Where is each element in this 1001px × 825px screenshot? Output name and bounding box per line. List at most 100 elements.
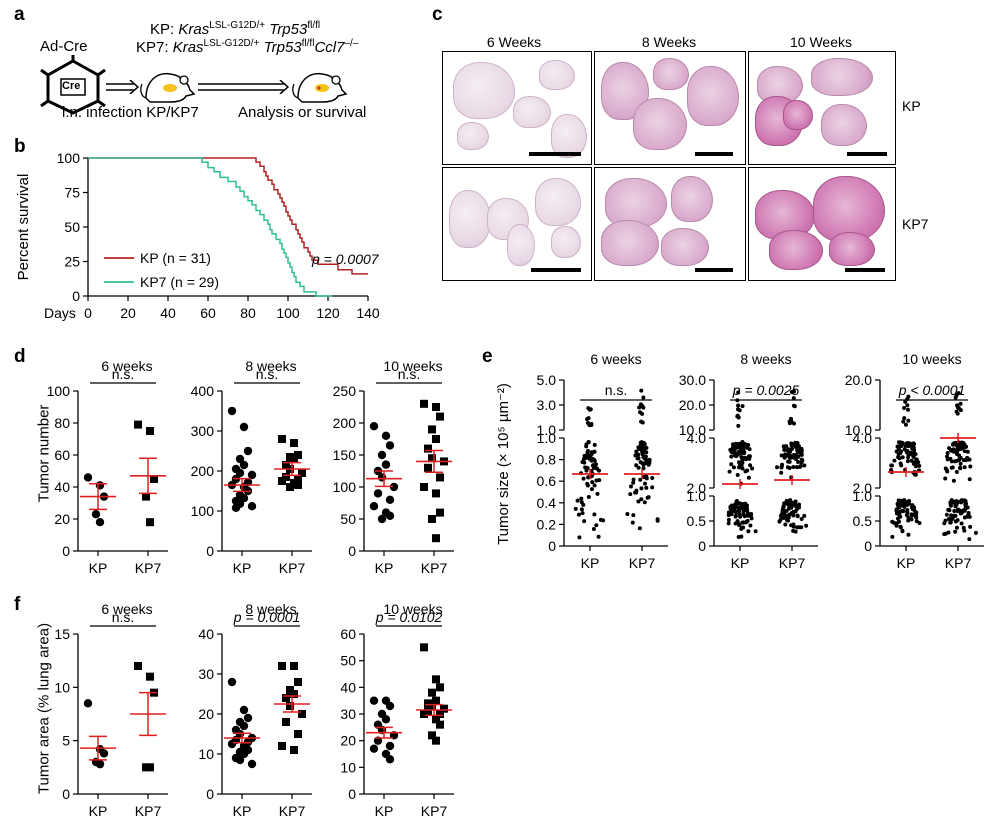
x-tick-label: 20 [120, 305, 136, 321]
kp7-point [278, 662, 286, 670]
size-point [737, 465, 742, 470]
kp-point [243, 446, 253, 456]
x-tick-label: 140 [356, 305, 380, 321]
ccl7-gene: Ccl7 [314, 39, 345, 56]
size-point [589, 452, 594, 457]
kp7-point [286, 483, 294, 491]
size-point [907, 498, 912, 503]
size-point [901, 419, 906, 424]
kp7-point [420, 483, 428, 491]
size-point [729, 454, 734, 459]
size-point [912, 451, 917, 456]
sig-label: n.s. [256, 366, 279, 382]
size-point [588, 407, 593, 412]
kp7-point [432, 715, 440, 724]
size-point [889, 467, 894, 472]
size-point [592, 442, 597, 447]
histology-kp-10wk [748, 51, 896, 165]
y-tick-label: 30 [340, 706, 356, 722]
size-point [906, 418, 911, 423]
size-point [799, 448, 804, 453]
size-point [912, 448, 917, 453]
size-point [966, 511, 971, 516]
size-point [740, 449, 745, 454]
kp7-point [290, 690, 298, 698]
kp7-point [134, 420, 142, 429]
size-point [962, 442, 967, 447]
size-point [736, 505, 741, 510]
size-point [781, 504, 786, 509]
size-point [953, 395, 958, 400]
x-tick-label: KP [375, 803, 394, 819]
y-tick-label: 200 [333, 415, 357, 431]
size-point [644, 457, 649, 462]
x-tick-label: KP7 [629, 555, 656, 571]
x-tick-label: KP7 [421, 803, 448, 819]
tumor-size-6wk: 6 weeks n.s. 5.0 3.0 1.01.0 0.8 0.6 0.4 0.2 0 KP KP… [537, 351, 668, 571]
x-tick-label: KP [731, 555, 750, 571]
y-tick-label: 0 [62, 543, 70, 559]
size-point [788, 498, 793, 503]
kp-point [239, 422, 249, 432]
size-point [963, 505, 968, 510]
size-point [592, 458, 597, 463]
size-point [729, 462, 734, 467]
x-tick-label: KP [89, 560, 108, 576]
kp7-point [432, 489, 440, 498]
size-point [944, 512, 949, 517]
size-point [737, 408, 742, 413]
size-point [896, 498, 901, 503]
kp-point [369, 696, 379, 705]
kp7-point [278, 742, 286, 750]
size-point [579, 507, 584, 512]
size-point [585, 417, 590, 422]
size-point [795, 444, 800, 449]
kp-point [239, 460, 249, 470]
kp-prefix: KP: [150, 21, 179, 38]
y-tick-label: 400 [191, 383, 215, 399]
y-tick-label: 10.0 [845, 422, 872, 438]
size-point [787, 421, 792, 426]
size-point [904, 443, 909, 448]
size-point [787, 506, 792, 511]
panel-label-b: b [14, 136, 26, 157]
kp-point [227, 406, 237, 416]
size-point [958, 499, 963, 504]
size-point [729, 450, 734, 455]
size-point [906, 518, 911, 523]
group-title: 8 weeks [740, 351, 791, 367]
kp7-point [290, 455, 298, 463]
size-point [741, 525, 746, 530]
size-point [734, 510, 739, 515]
kp-point [235, 454, 245, 464]
size-point [642, 500, 647, 505]
size-point [791, 513, 796, 518]
size-point [589, 421, 594, 426]
size-point [917, 463, 922, 468]
kp-point [227, 739, 237, 749]
size-point [631, 513, 636, 518]
size-point [637, 405, 642, 410]
size-point [643, 454, 648, 459]
size-point [748, 463, 753, 468]
kras-gene: Kras [178, 21, 210, 38]
size-point [784, 444, 789, 449]
kp7-point [432, 736, 440, 745]
size-point [898, 524, 903, 529]
size-point [736, 403, 741, 408]
size-point [579, 500, 584, 505]
y-tick-label: 1.0 [537, 422, 557, 438]
size-point [789, 523, 794, 528]
kp7-point [436, 710, 444, 718]
kp7-point [420, 643, 428, 652]
y-tick-label: 20.0 [679, 397, 706, 413]
size-point [727, 469, 732, 474]
size-point [947, 446, 952, 451]
y-tick-label: 100 [333, 479, 357, 495]
size-point [636, 456, 641, 461]
size-point [775, 465, 780, 470]
sig-label: n.s. [605, 382, 628, 398]
y-tick-label: 20 [198, 706, 214, 722]
size-point [799, 457, 804, 462]
